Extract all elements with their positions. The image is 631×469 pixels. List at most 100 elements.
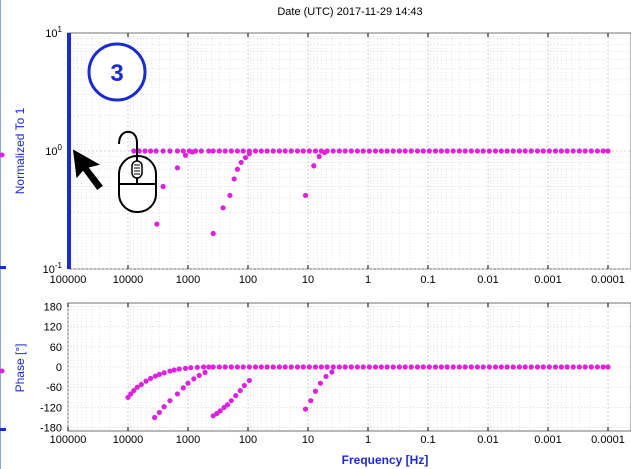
data-point xyxy=(546,364,552,370)
data-point xyxy=(216,364,222,370)
x-tick-label: 0.1 xyxy=(420,274,435,286)
data-point xyxy=(246,377,252,384)
data-point xyxy=(174,391,181,397)
amplitude-ticks: 100000 10000 1000 100 10 1 0.1 0.01 0.001 0.00011… xyxy=(43,25,625,286)
data-point xyxy=(321,149,328,156)
data-point xyxy=(396,148,402,154)
data-point xyxy=(217,408,223,414)
x-tick-label: 0.1 xyxy=(420,434,435,446)
data-point xyxy=(300,148,306,154)
data-point xyxy=(444,364,450,370)
data-point xyxy=(316,153,322,159)
data-point xyxy=(426,364,432,370)
data-point xyxy=(342,364,348,370)
amplitude-plot: 100000 10000 1000 100 10 1 0.1 0.01 0.001 0.00011… xyxy=(13,25,631,286)
edge-marker xyxy=(0,428,6,431)
x-tick-label: 0.001 xyxy=(534,434,562,446)
data-point xyxy=(492,364,499,370)
data-point xyxy=(167,368,173,374)
amplitude-points xyxy=(131,148,611,237)
data-point xyxy=(432,148,439,154)
y-tick-label: 100 xyxy=(45,143,62,158)
data-point xyxy=(366,148,372,154)
data-point xyxy=(228,148,234,154)
data-point xyxy=(450,364,456,370)
data-point xyxy=(210,148,216,154)
step-badge: 3 xyxy=(87,42,147,102)
data-point xyxy=(128,391,134,397)
data-point xyxy=(152,373,158,379)
x-tick-label: 10000 xyxy=(113,434,144,446)
data-point xyxy=(378,364,384,370)
data-point xyxy=(138,381,144,388)
data-point xyxy=(414,148,421,154)
data-point xyxy=(180,148,186,154)
x-tick-label: 1000 xyxy=(176,274,200,286)
data-point xyxy=(450,148,456,154)
data-point xyxy=(180,385,186,391)
data-point xyxy=(188,365,194,371)
data-point xyxy=(366,364,372,370)
data-point xyxy=(156,409,162,416)
cursor-arrow-icon xyxy=(71,146,106,193)
x-tick-label: 0.01 xyxy=(477,434,498,446)
data-point xyxy=(336,148,342,154)
x-tick-label: 1 xyxy=(365,274,371,286)
x-tick-label: 10000 xyxy=(113,274,144,286)
data-point xyxy=(156,371,162,378)
data-point xyxy=(185,380,191,386)
data-point xyxy=(167,148,173,154)
data-point xyxy=(231,176,237,182)
data-point xyxy=(227,192,233,199)
data-point xyxy=(161,404,167,410)
data-point xyxy=(198,148,204,154)
x-tick-label: 10 xyxy=(302,434,314,446)
data-point xyxy=(342,148,348,154)
data-point xyxy=(323,373,329,380)
data-point xyxy=(142,148,148,154)
data-point xyxy=(468,148,474,154)
data-point xyxy=(276,364,282,370)
data-point xyxy=(234,166,241,172)
data-point xyxy=(258,364,264,370)
data-point xyxy=(534,364,541,370)
data-point xyxy=(189,149,195,155)
data-point xyxy=(582,364,588,370)
data-point xyxy=(282,364,288,370)
data-point xyxy=(182,365,189,371)
data-point xyxy=(302,406,309,412)
data-point xyxy=(317,380,324,386)
data-point xyxy=(300,364,306,370)
data-point xyxy=(228,398,234,404)
data-point xyxy=(238,159,244,166)
data-point xyxy=(148,148,154,154)
data-point xyxy=(308,398,314,404)
data-point xyxy=(360,364,366,370)
data-point xyxy=(174,165,181,171)
x-tick-label: 1 xyxy=(365,434,371,446)
data-point xyxy=(160,183,166,190)
data-point xyxy=(210,364,216,370)
y-tick-label: 0 xyxy=(56,362,62,374)
data-point xyxy=(241,382,247,389)
data-point xyxy=(390,148,396,154)
data-point xyxy=(194,364,200,370)
data-point xyxy=(570,364,576,370)
data-point xyxy=(582,148,588,154)
data-point xyxy=(594,364,601,370)
data-point xyxy=(242,154,249,161)
y-tick-label: -120 xyxy=(40,402,62,414)
data-point xyxy=(600,364,606,370)
data-point xyxy=(474,148,481,154)
data-point xyxy=(456,364,462,370)
phase-points xyxy=(125,364,611,421)
data-point xyxy=(228,364,234,370)
x-tick-label: 1000 xyxy=(176,434,200,446)
data-point xyxy=(216,148,222,154)
x-tick-label: 100000 xyxy=(50,274,87,286)
data-point xyxy=(240,364,246,370)
data-point xyxy=(153,148,159,154)
data-point xyxy=(200,364,207,370)
